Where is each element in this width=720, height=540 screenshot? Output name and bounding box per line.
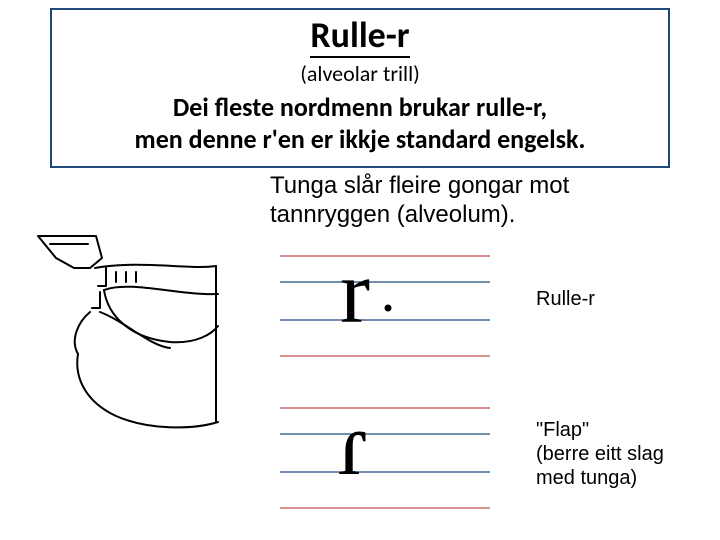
desc-line-2: men denne r'en er ikkje standard engelsk… (135, 123, 586, 155)
desc-line-1: Dei fleste nordmenn brukar rulle-r, (173, 91, 547, 123)
label-flap-line2: (berre eitt slag (536, 443, 664, 465)
ipa-symbol-trill: r (280, 248, 490, 373)
header-box: Rulle-r (alveolar trill) Dei fleste nord… (50, 8, 670, 168)
label-flap-line3: med tunga) (536, 467, 637, 489)
ipa-glyph-r: r (340, 248, 370, 342)
phonetic-subtitle: (alveolar trill) (62, 60, 658, 87)
label-flap: "Flap" (berre eitt slag med tunga) (536, 418, 706, 490)
articulation-diagram (30, 230, 225, 440)
explanation-text: Tunga slår fleire gongar mot tannryggen … (270, 172, 670, 230)
ipa-symbol-flap: ɾ (280, 400, 490, 525)
description: Dei fleste nordmenn brukar rulle-r, men … (62, 91, 658, 156)
ipa-glyph-flap: ɾ (338, 400, 368, 494)
label-flap-line1: "Flap" (536, 419, 589, 441)
ipa-dot (385, 305, 392, 312)
label-trill: Rulle-r (536, 288, 595, 311)
page-title: Rulle-r (310, 16, 409, 58)
